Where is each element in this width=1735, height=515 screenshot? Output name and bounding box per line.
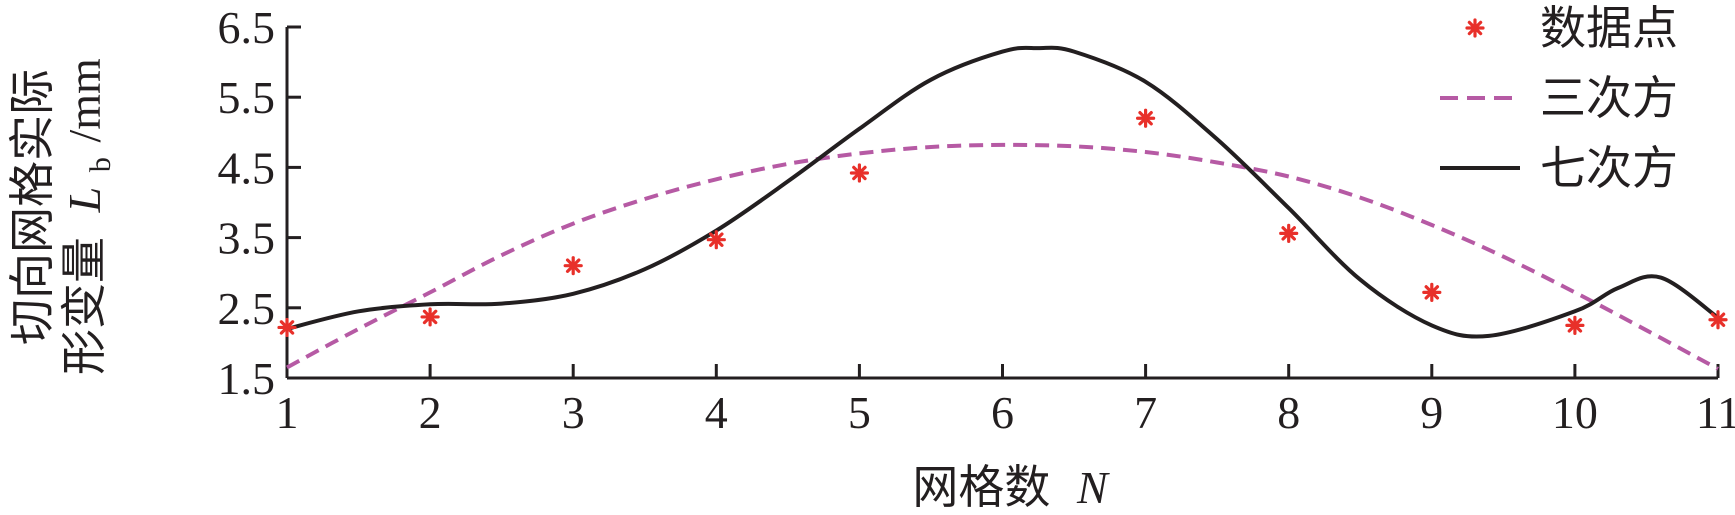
x-tick-label: 10 bbox=[1552, 387, 1598, 438]
x-tick-label: 4 bbox=[705, 387, 728, 438]
x-tick-label: 11 bbox=[1696, 387, 1735, 438]
y-axis-title-unit: /mm bbox=[59, 58, 110, 143]
data-point-marker bbox=[1279, 223, 1299, 243]
x-tick-label: 8 bbox=[1277, 387, 1300, 438]
legend-label: 三次方 bbox=[1540, 71, 1678, 125]
data-point-marker bbox=[1135, 108, 1156, 128]
y-axis-title-var: L bbox=[59, 187, 110, 214]
data-point-marker bbox=[1422, 282, 1442, 302]
x-tick-label: 9 bbox=[1420, 387, 1443, 438]
data-point-marker bbox=[1708, 310, 1728, 330]
y-axis-title-line2: 形变量 L b /mm bbox=[57, 58, 121, 375]
data-point-marker bbox=[277, 317, 297, 338]
data-point-marker bbox=[1565, 315, 1585, 335]
legend-symbol-points bbox=[1465, 18, 1485, 38]
x-axis-title-text: 网格数 bbox=[912, 460, 1050, 514]
legend-label: 数据点 bbox=[1540, 1, 1678, 55]
y-axis-title-text: 形变量 bbox=[57, 237, 111, 375]
x-tick-label: 1 bbox=[276, 387, 299, 438]
data-point-marker bbox=[563, 256, 583, 276]
series-group bbox=[277, 45, 1728, 371]
y-tick-label: 6.5 bbox=[218, 2, 276, 53]
y-tick-label: 4.5 bbox=[218, 142, 276, 193]
x-axis-title-var: N bbox=[1076, 462, 1110, 513]
x-tick-label: 6 bbox=[991, 387, 1014, 438]
y-tick-label: 3.5 bbox=[218, 213, 276, 264]
y-tick-label: 5.5 bbox=[218, 72, 276, 123]
axes-group: 1.5 2.5 3.5 4.5 5.5 6.5 1 2 3 4 5 6 7 8 9 10 11 bbox=[218, 2, 1735, 438]
y-tick-label: 1.5 bbox=[218, 353, 276, 404]
septic-fit-line bbox=[286, 45, 1720, 339]
data-point-marker bbox=[706, 230, 726, 250]
x-tick-label: 5 bbox=[848, 387, 871, 438]
legend-label: 七次方 bbox=[1540, 141, 1678, 195]
x-tick-label: 7 bbox=[1134, 387, 1157, 438]
y-tick-label: 2.5 bbox=[218, 283, 276, 334]
cubic-fit-line bbox=[286, 142, 1719, 371]
data-point-marker bbox=[849, 163, 870, 183]
y-axis-title-line1: 切向网格实际 bbox=[5, 69, 59, 345]
x-axis-title: 网格数 N bbox=[912, 460, 1110, 514]
y-axis-title-sub: b bbox=[84, 157, 117, 172]
data-point-marker bbox=[420, 307, 440, 327]
x-tick-label: 3 bbox=[562, 387, 585, 438]
x-tick-label: 2 bbox=[419, 387, 442, 438]
